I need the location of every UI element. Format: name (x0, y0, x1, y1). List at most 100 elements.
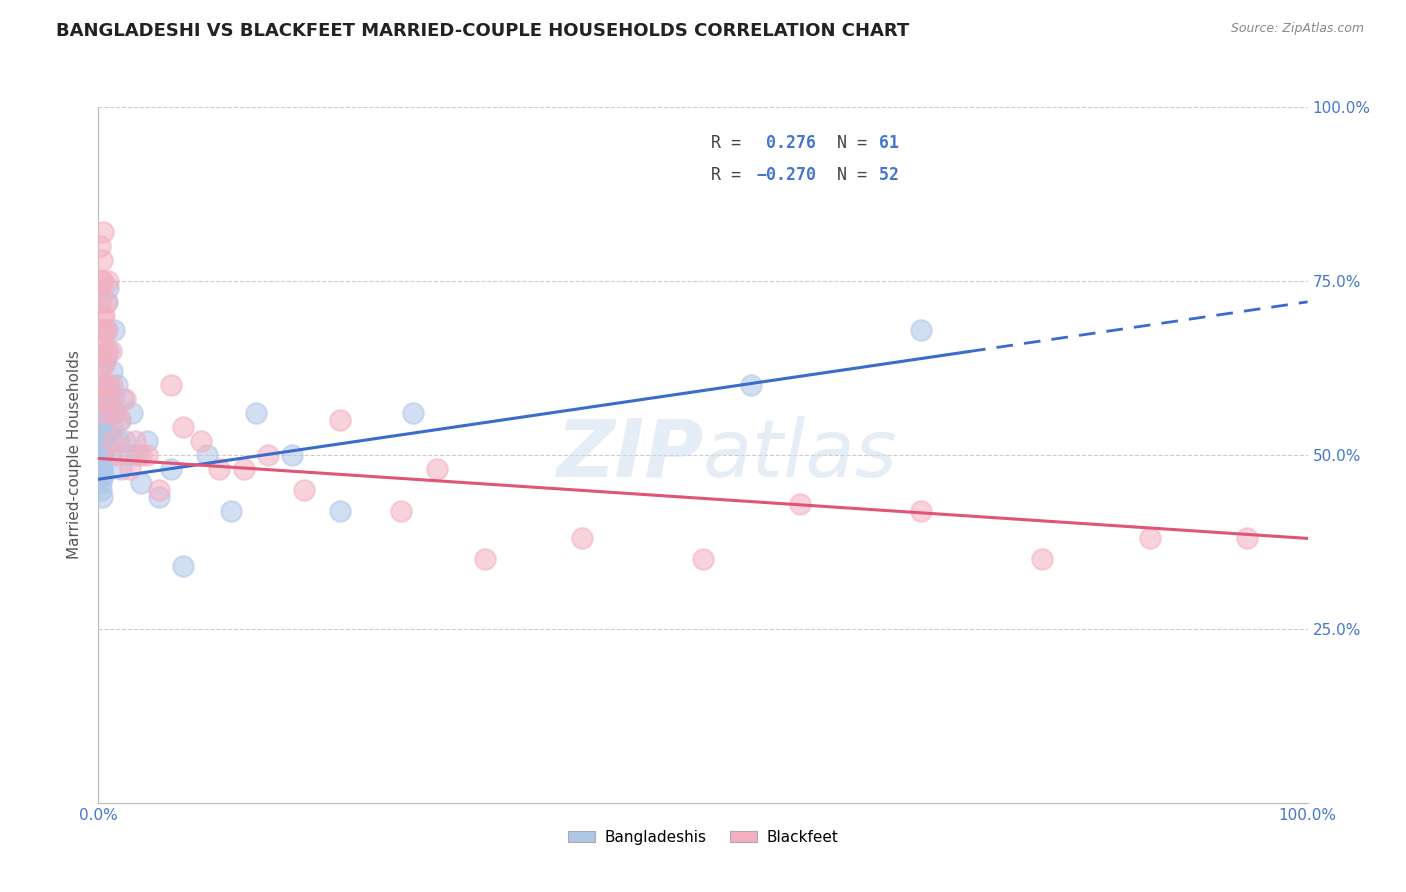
Text: 61: 61 (869, 134, 898, 152)
Point (90, 323, 112, 337)
Point (208, 462, 231, 476)
Point (692, 552, 714, 566)
Point (292, 483, 315, 497)
Point (121, 406, 143, 420)
Point (93, 448, 115, 462)
Point (329, 413, 352, 427)
Point (98, 378, 121, 392)
Point (160, 462, 183, 476)
Point (90, 483, 112, 497)
Point (114, 392, 136, 407)
Point (129, 448, 152, 462)
Point (100, 378, 122, 392)
Point (90, 462, 112, 476)
Text: N =: N = (817, 134, 877, 152)
Point (94, 294, 117, 309)
Text: N =: N = (817, 166, 877, 184)
Point (740, 378, 762, 392)
Point (1031, 552, 1053, 566)
Point (100, 364, 122, 378)
Point (93, 406, 115, 420)
Point (89, 448, 111, 462)
Point (91, 378, 114, 392)
Legend: Bangladeshis, Blackfeet: Bangladeshis, Blackfeet (562, 823, 844, 851)
Point (94, 343, 117, 358)
Point (108, 413, 131, 427)
Point (101, 434, 124, 448)
Point (96, 378, 118, 392)
Point (97, 343, 120, 358)
Point (103, 323, 125, 337)
Point (96, 427, 118, 442)
Point (329, 503, 352, 517)
Point (160, 378, 183, 392)
Text: 0.276: 0.276 (756, 134, 817, 152)
Point (114, 434, 136, 448)
Point (91, 448, 114, 462)
Point (402, 406, 425, 420)
Point (111, 392, 134, 407)
Text: 52: 52 (869, 166, 898, 184)
Point (100, 420, 122, 434)
Point (91, 378, 114, 392)
Point (789, 497, 811, 511)
Point (91, 434, 114, 448)
Point (90, 448, 112, 462)
Point (474, 552, 496, 566)
Point (94, 323, 117, 337)
Point (124, 434, 146, 448)
Point (91, 343, 114, 358)
Point (105, 378, 128, 392)
Point (135, 434, 157, 448)
Point (910, 323, 932, 337)
Point (97, 281, 120, 295)
Point (96, 392, 118, 407)
Point (127, 448, 149, 462)
Text: BANGLADESHI VS BLACKFEET MARRIED-COUPLE HOUSEHOLDS CORRELATION CHART: BANGLADESHI VS BLACKFEET MARRIED-COUPLE … (56, 22, 910, 40)
Point (172, 420, 194, 434)
Point (100, 448, 122, 462)
Point (94, 351, 117, 365)
Point (389, 503, 412, 517)
Point (93, 406, 115, 420)
Y-axis label: Married-couple Households: Married-couple Households (67, 351, 83, 559)
Point (91, 274, 114, 288)
Point (91, 392, 114, 407)
Point (1236, 532, 1258, 546)
Point (89, 294, 111, 309)
Point (96, 323, 118, 337)
Point (89, 434, 111, 448)
Point (89, 468, 111, 483)
Point (195, 448, 218, 462)
Point (91, 309, 114, 323)
Point (571, 532, 593, 546)
Point (104, 406, 127, 420)
Point (100, 406, 122, 420)
Point (104, 406, 127, 420)
Point (1139, 532, 1161, 546)
Point (93, 358, 115, 372)
Text: R =: R = (711, 134, 751, 152)
Point (118, 448, 141, 462)
Point (90, 475, 112, 490)
Point (93, 434, 115, 448)
Point (426, 462, 449, 476)
Point (256, 448, 278, 462)
Point (91, 413, 114, 427)
Point (190, 434, 212, 448)
Point (94, 385, 117, 400)
Point (98, 392, 121, 407)
Point (91, 490, 114, 504)
Point (148, 490, 170, 504)
Point (129, 475, 152, 490)
Point (107, 434, 129, 448)
Point (100, 343, 122, 358)
Point (91, 462, 114, 476)
Point (172, 559, 194, 574)
Text: −0.270: −0.270 (756, 166, 817, 184)
Point (281, 448, 304, 462)
Point (110, 462, 132, 476)
Text: R =: R = (711, 166, 751, 184)
Text: ZIP: ZIP (555, 416, 703, 494)
Text: atlas: atlas (703, 416, 898, 494)
